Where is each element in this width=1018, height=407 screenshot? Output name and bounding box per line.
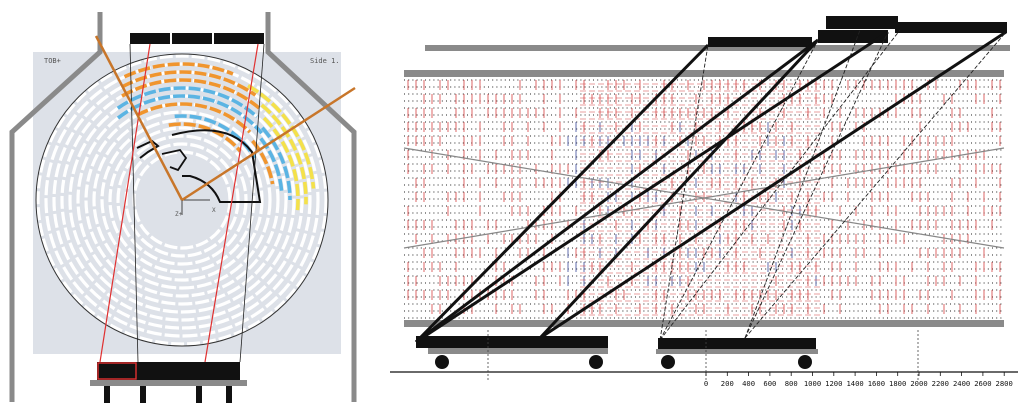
top-bar: [130, 33, 264, 44]
ring-bar-row: [100, 118, 264, 282]
colored-arc-bar: [116, 94, 264, 135]
colored-arc-bar: [121, 78, 261, 110]
ring-bar-row: [92, 110, 272, 290]
outer-circle: [35, 53, 329, 347]
axis-tick-labels: 0 200 400 600 800 1000 1200 1400 1600 1800 2000 220…: [704, 372, 1013, 388]
axis-tick-label: 2000: [910, 379, 927, 388]
colored-arc-bar: [123, 62, 234, 79]
ring-bar-row: [44, 62, 320, 338]
top-block-2: [818, 30, 888, 43]
bottom-carriage: [90, 362, 247, 403]
inner-shape-mid: [161, 148, 188, 172]
axis-tick-label: 600: [763, 379, 776, 388]
top-block-4: [895, 22, 1007, 33]
x-axis-label: X: [212, 207, 216, 214]
colored-arc-bar: [262, 116, 300, 211]
upper-rail: [404, 70, 1004, 77]
axis-tick-label: 2400: [953, 379, 970, 388]
ring-bar-row: [36, 54, 328, 346]
colored-arc-bar: [121, 70, 257, 97]
colored-arc-bar: [251, 139, 275, 185]
thick-diagonals: [414, 30, 1007, 344]
frame-right: [265, 12, 357, 402]
colored-arc-bars: [116, 62, 316, 211]
carriage-left: [416, 336, 608, 369]
axis-tick-label: 1600: [868, 379, 885, 388]
axis-tick-label: 1000: [804, 379, 821, 388]
axis-tick-label: 2200: [932, 379, 949, 388]
colored-arc-bar: [136, 102, 252, 134]
axis-tick-label: 1400: [846, 379, 863, 388]
colored-arc-bar: [259, 137, 284, 192]
inner-shape-left: [136, 139, 160, 159]
axis-tick-label: 2600: [974, 379, 991, 388]
lower-rail: [404, 320, 1004, 327]
red-line-left: [99, 43, 151, 363]
ring-bar-row: [116, 134, 248, 266]
axis-tick-label: 200: [721, 379, 734, 388]
colored-arc-bar: [260, 126, 292, 201]
beam-right: [181, 86, 356, 202]
gray-cross-line-2: [403, 147, 1005, 249]
axis-tick-label: 0: [704, 379, 708, 388]
colored-arc-bar: [168, 122, 242, 153]
right-panel: 0 200 400 600 800 1000 1200 1400 1600 1800 2000 220…: [390, 16, 1018, 388]
top-block-1: [826, 16, 898, 29]
corner-label-right: Side 1.: [310, 57, 340, 65]
projection-line-left: [129, 43, 139, 363]
top-rail: [425, 45, 1010, 51]
inner-contour: [171, 129, 262, 203]
thin-diagonals: [659, 29, 1007, 341]
axis-tick-label: 1800: [889, 379, 906, 388]
corner-label-left: TOB+: [44, 57, 61, 65]
colored-arc-bar: [260, 103, 308, 205]
left-panel: TOB+ Side 1. Z+ X: [9, 12, 357, 403]
carriage-right: [656, 338, 818, 369]
axis-tick-label: 800: [785, 379, 798, 388]
axis-tick-label: 2800: [996, 379, 1013, 388]
origin-label: Z+: [175, 211, 183, 218]
red-line-right: [204, 43, 259, 363]
top-block-3: [708, 37, 812, 47]
axis-tick-label: 400: [742, 379, 755, 388]
ring-bar-row: [108, 126, 256, 274]
projection-line-right: [239, 43, 265, 363]
axis-tick-label: 1200: [825, 379, 842, 388]
colored-arc-bar: [116, 86, 259, 119]
frame-left: [9, 12, 103, 402]
beam-left: [94, 35, 184, 201]
